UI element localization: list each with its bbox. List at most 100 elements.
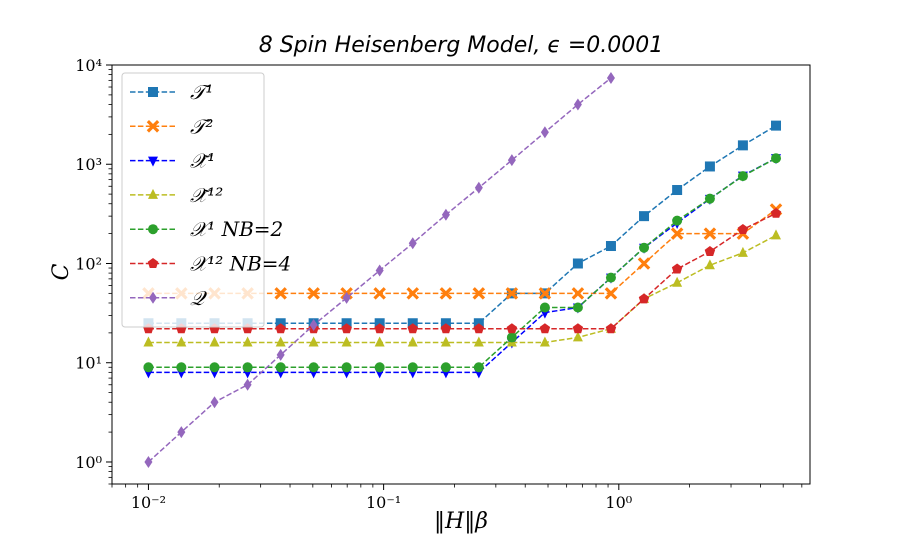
series-7-point xyxy=(540,126,549,139)
series-5-point xyxy=(407,362,418,373)
series-5-point xyxy=(341,362,352,373)
y-tick-label: 10² xyxy=(75,254,102,273)
series-1-point xyxy=(275,318,286,329)
series-7-point xyxy=(507,154,516,167)
series-6-point xyxy=(374,323,385,334)
series-1-point xyxy=(605,241,616,252)
series-7-point xyxy=(243,378,252,391)
legend-item: 𝒳¹ NB=2 xyxy=(130,217,283,241)
series-5-point xyxy=(704,193,715,204)
series-6-point xyxy=(572,323,584,334)
series-5-point xyxy=(242,362,253,373)
legend-item: 𝒳̃¹² xyxy=(130,183,223,207)
series-5 xyxy=(143,153,782,373)
series-1-point xyxy=(771,120,782,131)
legend-swatch-marker xyxy=(148,188,158,199)
series-5-point xyxy=(672,215,683,226)
series-4-point xyxy=(242,336,253,347)
series-6-line xyxy=(148,212,777,330)
series-7-point xyxy=(144,455,153,468)
series-7-point xyxy=(606,71,615,84)
series-2-point xyxy=(703,227,717,240)
series-7-point xyxy=(177,426,186,439)
series-7-point xyxy=(474,181,483,194)
legend-swatch-marker xyxy=(148,156,158,167)
legend-label: 𝒯¹ xyxy=(190,80,213,104)
legend-swatch-marker xyxy=(148,87,158,97)
series-6 xyxy=(143,207,782,334)
series-6-point xyxy=(638,293,650,304)
series-6-point xyxy=(770,207,782,218)
series-5-point xyxy=(440,362,451,373)
x-tick-label: 10⁻² xyxy=(131,493,166,512)
series-4-point xyxy=(672,276,683,287)
y-tick-label: 10¹ xyxy=(75,354,102,373)
legend-swatch-marker xyxy=(148,224,158,235)
legend-item: 𝒬 xyxy=(130,286,208,310)
series-7-point xyxy=(573,98,582,111)
y-tick-label: 10⁰ xyxy=(75,453,102,472)
series-4-point xyxy=(374,336,385,347)
series-2-point xyxy=(670,227,684,240)
legend-label: 𝒯² xyxy=(190,114,213,138)
legend-swatch-marker xyxy=(147,258,159,268)
series-6-point xyxy=(704,246,716,256)
legend: 𝒯¹ 𝒯² 𝒳̃¹ 𝒳̃¹² 𝒳¹ NB=2 𝒳¹² NB=4 𝒬 xyxy=(121,72,291,328)
series-4-point xyxy=(143,336,154,347)
series-6-point xyxy=(473,323,485,334)
series-6-point xyxy=(341,323,352,334)
series-4-point xyxy=(704,259,715,270)
series-1-point xyxy=(672,185,683,196)
legend-label: 𝒬 xyxy=(190,286,208,310)
legend-swatch-marker xyxy=(149,291,157,304)
series-1-point xyxy=(341,318,352,329)
series-2-point xyxy=(505,287,519,300)
series-4-point xyxy=(572,331,583,342)
series-7 xyxy=(144,71,615,468)
series-2-point xyxy=(307,287,320,300)
series-6-point xyxy=(275,323,286,334)
series-5-point xyxy=(737,171,748,182)
series-6-point xyxy=(737,224,749,234)
series-5-point xyxy=(176,362,187,373)
series-7-point xyxy=(408,237,417,250)
series-2-point xyxy=(373,287,386,300)
series-7-point xyxy=(441,208,450,221)
series-4-point xyxy=(341,336,352,347)
legend-item: 𝒳̃¹ xyxy=(130,149,215,173)
y-tick-label: 10⁴ xyxy=(75,56,102,75)
x-tick-label: 10⁰ xyxy=(605,493,632,512)
series-1-point xyxy=(572,258,583,269)
series-5-line xyxy=(148,157,777,369)
series-2-point xyxy=(406,287,420,300)
chart-title: 8 Spin Heisenberg Model, ϵ =0.0001 xyxy=(259,33,664,58)
series-6-point xyxy=(539,323,551,334)
series-4-point xyxy=(209,336,220,347)
series-1-point xyxy=(440,318,451,329)
series-4-point xyxy=(275,336,286,347)
series-5-point xyxy=(308,362,319,373)
series-6-point xyxy=(506,323,518,334)
x-tick-label: 10⁻¹ xyxy=(366,493,401,512)
legend-label: 𝒳̃¹ xyxy=(190,149,215,173)
legend-label: 𝒳¹² NB=4 xyxy=(190,252,291,276)
y-tick-label: 10³ xyxy=(75,155,102,174)
series-7-point xyxy=(210,396,219,409)
series-1-point xyxy=(473,318,484,329)
series-2-point xyxy=(604,287,618,300)
series-1-point xyxy=(374,318,385,329)
series-4-point xyxy=(737,246,748,257)
legend-swatch-marker xyxy=(146,120,160,133)
series-2-point xyxy=(439,287,453,300)
series-1-point xyxy=(639,211,650,222)
x-axis-label: ‖H‖β xyxy=(434,509,488,534)
series-5-point xyxy=(209,362,220,373)
series-4-point xyxy=(176,336,187,347)
series-1-point xyxy=(704,161,715,172)
series-6-point xyxy=(671,263,683,274)
series-5-point xyxy=(539,302,550,313)
series-7-point xyxy=(309,319,318,332)
series-6-point xyxy=(605,323,617,334)
series-2-point xyxy=(637,257,651,270)
